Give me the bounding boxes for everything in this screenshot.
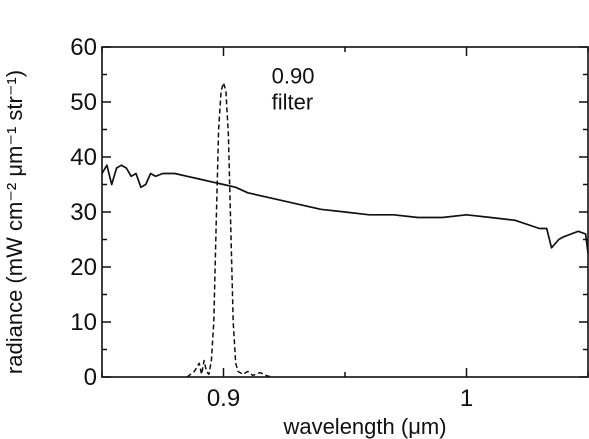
y-tick-label: 30 [70,199,97,226]
y-tick-label: 10 [70,309,97,336]
series-line-filter [186,82,273,378]
y-tick-label: 50 [70,89,97,116]
filter-annotation-value: 0.90 [272,64,315,89]
x-axis-title: wavelength (μm) [282,414,446,439]
y-tick-label: 60 [70,34,97,61]
y-tick-label: 40 [70,144,97,171]
series-line-radiance [101,164,589,254]
y-axis-title: radiance (mW cm⁻² μm⁻¹ str⁻¹) [2,70,27,374]
x-tick-label: 0.9 [207,385,240,412]
labels-layer: 0 10 20 30 40 50 60 0.9 1 [70,34,473,412]
filter-annotation-label: filter [272,90,314,115]
y-tick-label: 0 [84,364,97,391]
y-tick-label: 20 [70,254,97,281]
x-tick-label: 1 [460,385,473,412]
filter-annotation: 0.90 filter [272,64,321,115]
series-layer [101,82,589,378]
ticks-layer [101,46,589,378]
